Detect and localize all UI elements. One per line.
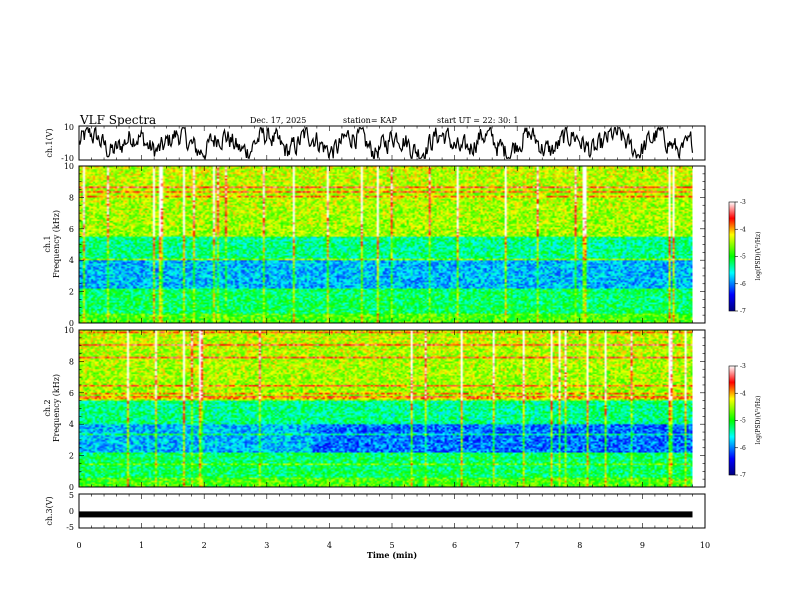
colorbar-tick-label: -6 bbox=[740, 281, 746, 288]
x-tick-label: 4 bbox=[327, 541, 332, 550]
spec-ytick-label: 8 bbox=[69, 357, 74, 366]
ch1-spec-yticks: 0 2 4 6 8 10 bbox=[64, 162, 705, 328]
spec-ytick-label: 0 bbox=[69, 483, 74, 492]
colorbar-tick-label: -5 bbox=[740, 418, 746, 425]
ch2-spec-ylabel-1: ch.2 bbox=[43, 399, 52, 416]
colorbar-tick-label: -6 bbox=[740, 445, 746, 452]
ch3-frame bbox=[78, 493, 706, 529]
ch2-spectrogram-panel: 0 2 4 6 8 10 ch.2 Frequency (kHz) -3 -4 -5 -6 -7 … bbox=[43, 326, 762, 492]
ch1-ytick-bottom: -10 bbox=[61, 154, 74, 163]
x-axis-label: Time (min) bbox=[367, 550, 417, 560]
x-tick-label: 3 bbox=[264, 541, 269, 550]
x-tick-label: 2 bbox=[202, 541, 207, 550]
ch3-ylabel: ch.3(V) bbox=[45, 496, 54, 525]
x-tick-label: 1 bbox=[139, 541, 144, 550]
x-tick-labels: 0 1 2 3 4 5 6 7 8 9 10 bbox=[76, 541, 710, 550]
colorbar-tick-label: -3 bbox=[740, 199, 746, 206]
ch1-ylabel: ch.1(V) bbox=[45, 128, 54, 157]
x-tick-label: 8 bbox=[577, 541, 582, 550]
ch2-colorbar-label: log(PSD)(V²/Hz) bbox=[755, 396, 762, 445]
x-tick-label: 9 bbox=[640, 541, 645, 550]
colorbar-tick-label: -3 bbox=[740, 363, 746, 370]
ch3-ytick-bottom: -5 bbox=[66, 523, 74, 532]
ch1-spec-ylabel-2: Frequency (kHz) bbox=[52, 210, 61, 278]
spec-ytick-label: 0 bbox=[69, 319, 74, 328]
ch1-ytick-top: 10 bbox=[64, 123, 74, 132]
start-time-label: start UT = 22: 30: 1 bbox=[437, 116, 519, 125]
spec-ytick-label: 2 bbox=[69, 452, 74, 461]
colorbar-tick-label: -4 bbox=[740, 226, 746, 233]
x-tick-label: 7 bbox=[515, 541, 520, 550]
ch1-colorbar-scale bbox=[728, 201, 736, 312]
spec-ytick-label: 8 bbox=[69, 193, 74, 202]
x-tick-label: 5 bbox=[389, 541, 394, 550]
ch2-colorbar-scale bbox=[728, 365, 736, 476]
station-label: station= KAP bbox=[343, 116, 397, 125]
ch1-colorbar-label: log(PSD)(V²/Hz) bbox=[755, 232, 762, 281]
ch1-spectrogram-image bbox=[79, 166, 693, 323]
spec-ytick-label: 2 bbox=[69, 288, 74, 297]
spec-ytick-label: 10 bbox=[64, 162, 74, 171]
time-axis-ticks bbox=[78, 126, 706, 528]
ch1-spec-ylabel-1: ch.1 bbox=[43, 235, 52, 252]
ch2-spec-ylabel-2: Frequency (kHz) bbox=[52, 374, 61, 442]
ch2-spec-yticks: 0 2 4 6 8 10 bbox=[64, 326, 705, 492]
ch1-colorbar: -3 -4 -5 -6 -7 log(PSD)(V²/Hz) bbox=[728, 199, 762, 315]
spec-ytick-label: 6 bbox=[69, 225, 74, 234]
x-tick-label: 10 bbox=[700, 541, 710, 550]
spec-ytick-label: 4 bbox=[69, 420, 74, 429]
colorbar-tick-label: -7 bbox=[740, 308, 746, 315]
ch3-panel: 5 0 -5 ch.3(V) 0 1 2 3 4 5 6 7 8 9 10 Time (min) bbox=[45, 491, 710, 560]
spec-ytick-label: 4 bbox=[69, 256, 74, 265]
colorbar-tick-label: -5 bbox=[740, 254, 746, 261]
ch1-waveform-panel: 10 -10 ch.1(V) bbox=[45, 123, 706, 163]
date-label: Dec. 17, 2025 bbox=[250, 116, 307, 125]
ch1-spectrogram-panel: 0 2 4 6 8 10 ch.1 Frequency (kHz) -3 -4 -5 -6 -7 … bbox=[43, 162, 762, 328]
ch3-ytick-mid: 0 bbox=[69, 507, 74, 516]
colorbar-tick-label: -7 bbox=[740, 472, 746, 479]
ch1-waveform-line bbox=[79, 126, 694, 160]
ch2-colorbar: -3 -4 -5 -6 -7 log(PSD)(V²/Hz) bbox=[728, 363, 762, 479]
colorbar-tick-label: -4 bbox=[740, 390, 746, 397]
spec-ytick-label: 6 bbox=[69, 389, 74, 398]
x-tick-label: 6 bbox=[452, 541, 457, 550]
ch2-spectrogram-image bbox=[79, 330, 693, 487]
spec-ytick-label: 10 bbox=[64, 326, 74, 335]
x-tick-label: 0 bbox=[76, 541, 81, 550]
ch3-ytick-top: 5 bbox=[69, 491, 74, 500]
ch3-level-bar bbox=[79, 511, 693, 518]
chart-title: VLF Spectra bbox=[80, 113, 157, 127]
